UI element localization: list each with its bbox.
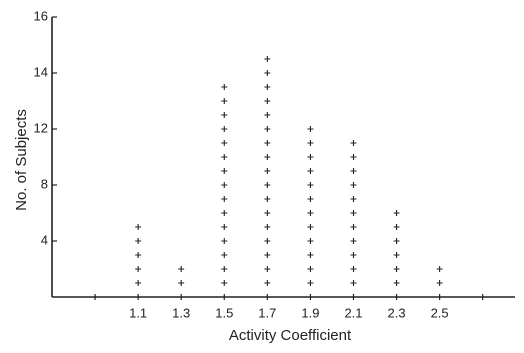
dot	[393, 238, 400, 244]
dot	[135, 224, 142, 230]
dot	[264, 70, 271, 76]
dot	[350, 224, 357, 230]
dot	[307, 224, 314, 230]
dot	[135, 280, 142, 286]
dot	[393, 280, 400, 286]
dot	[393, 252, 400, 258]
y-tick-label: 4	[41, 232, 48, 247]
dot	[393, 210, 400, 216]
x-tick-label: 1.7	[258, 305, 276, 320]
dot-column	[350, 140, 357, 286]
x-tick-label: 1.3	[172, 305, 190, 320]
dot	[264, 154, 271, 160]
dot-column	[307, 126, 314, 286]
dot	[264, 140, 271, 146]
x-tick-label: 2.3	[388, 305, 406, 320]
dot	[221, 252, 228, 258]
dot	[264, 98, 271, 104]
dot	[350, 252, 357, 258]
dot	[178, 266, 185, 272]
x-axis-label: Activity Coefficient	[229, 327, 352, 344]
dot	[307, 238, 314, 244]
y-tick-label: 14	[34, 64, 48, 79]
x-tick-label: 1.5	[215, 305, 233, 320]
dot	[264, 112, 271, 118]
dot-column	[436, 266, 443, 286]
y-tick-label: 16	[34, 8, 48, 23]
dot	[350, 210, 357, 216]
dot	[350, 196, 357, 202]
dot	[436, 266, 443, 272]
x-tick-label: 1.1	[129, 305, 147, 320]
dot	[135, 238, 142, 244]
dot	[221, 210, 228, 216]
x-tick-label: 1.9	[301, 305, 319, 320]
dot	[221, 266, 228, 272]
dot	[307, 126, 314, 132]
dot	[135, 266, 142, 272]
y-tick-label: 12	[34, 120, 48, 135]
dot	[264, 280, 271, 286]
dot	[221, 126, 228, 132]
x-tick-label: 2.5	[431, 305, 449, 320]
dot	[264, 252, 271, 258]
dot	[221, 280, 228, 286]
dot	[221, 84, 228, 90]
dot	[135, 252, 142, 258]
dot-column	[393, 210, 400, 286]
dot	[307, 210, 314, 216]
dot	[350, 154, 357, 160]
dot	[221, 238, 228, 244]
dot	[264, 210, 271, 216]
dot	[264, 126, 271, 132]
dot-column	[221, 84, 228, 286]
dot	[350, 266, 357, 272]
x-tick-label: 2.1	[344, 305, 362, 320]
dot	[350, 280, 357, 286]
dot	[307, 280, 314, 286]
dot-column	[135, 224, 142, 286]
dot	[264, 182, 271, 188]
dot	[221, 154, 228, 160]
dot	[221, 224, 228, 230]
dot	[393, 224, 400, 230]
dot	[221, 140, 228, 146]
dot	[307, 168, 314, 174]
dot	[178, 280, 185, 286]
dot-column	[178, 266, 185, 286]
dot	[264, 266, 271, 272]
dot	[307, 154, 314, 160]
dot	[221, 112, 228, 118]
dot	[350, 238, 357, 244]
dot	[264, 56, 271, 62]
dot	[221, 196, 228, 202]
dot	[264, 238, 271, 244]
dot	[264, 196, 271, 202]
dot	[307, 252, 314, 258]
y-axis-label: No. of Subjects	[13, 109, 30, 211]
dot	[393, 266, 400, 272]
dot	[307, 140, 314, 146]
dot	[350, 168, 357, 174]
dot	[221, 182, 228, 188]
dot	[264, 168, 271, 174]
dot	[307, 196, 314, 202]
dot-column	[264, 56, 271, 286]
dot	[436, 280, 443, 286]
dot	[264, 84, 271, 90]
dot	[350, 140, 357, 146]
dot	[307, 182, 314, 188]
dot	[307, 266, 314, 272]
dot	[221, 168, 228, 174]
dot	[221, 98, 228, 104]
dot	[264, 224, 271, 230]
y-tick-label: 8	[41, 176, 48, 191]
dot	[350, 182, 357, 188]
